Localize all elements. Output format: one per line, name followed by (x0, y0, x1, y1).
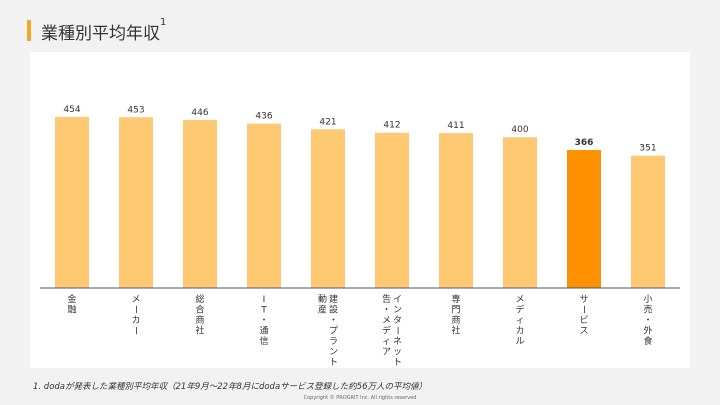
title-footnote-marker: 1 (160, 17, 167, 28)
category-label: ン (329, 348, 338, 358)
title-accent-bar (27, 20, 31, 41)
category-label: プ (329, 326, 338, 337)
bar (375, 132, 409, 288)
data-label: 412 (383, 121, 400, 131)
category-label: メ (515, 295, 524, 305)
bar (247, 123, 281, 289)
data-label: 421 (319, 117, 336, 127)
category-label: ト (393, 358, 402, 368)
category-label: ・ (643, 316, 652, 326)
category-label: 設 (329, 304, 338, 316)
bar (567, 150, 601, 288)
category-label: ー (392, 326, 402, 335)
bar (311, 129, 345, 288)
category-label: 小 (643, 294, 652, 305)
category-label: 門 (451, 305, 460, 316)
category-label: カ (515, 326, 524, 337)
category-label: ル (515, 337, 524, 347)
category-label: 社 (451, 325, 460, 337)
footnote: 1. dodaが発表した業種別平均年収（21年9月～22年8月にdodaサービス… (33, 382, 427, 392)
category-label: ビ (579, 315, 588, 326)
category-label: カ (131, 315, 140, 326)
category-label: 告 (382, 293, 391, 305)
bar (503, 137, 537, 288)
category-label: ス (579, 327, 588, 337)
page-title-text: 業種別平均年収 (41, 24, 160, 44)
data-label: 400 (511, 125, 528, 135)
category-label: 産 (318, 304, 327, 316)
category-label: ン (393, 306, 402, 316)
category-label: メ (131, 295, 140, 305)
bar (631, 155, 665, 288)
bar (183, 119, 217, 289)
data-label: 454 (63, 105, 80, 115)
category-label: 合 (195, 304, 204, 316)
data-label: 453 (127, 105, 144, 115)
category-label: ー (578, 305, 588, 314)
data-label: 366 (575, 138, 594, 148)
chart-panel: 454 453 446 436 421 412 411 400 366 351 金融メーカー総合商社… (30, 52, 690, 389)
data-label: 446 (191, 108, 208, 118)
bar (439, 133, 473, 288)
category-label: 金 (67, 293, 76, 305)
category-label: ィ (515, 316, 524, 326)
category-label: 外 (643, 325, 652, 337)
category-label: デ (515, 304, 524, 316)
data-label: 351 (639, 144, 656, 154)
bar (55, 116, 89, 288)
category-label: 売 (643, 304, 652, 316)
category-label: ラ (329, 336, 338, 347)
category-label: T (260, 306, 267, 316)
category-label: I (263, 295, 266, 305)
page-title: 業種別平均年収1 (41, 17, 167, 44)
category-label: サ (579, 294, 588, 305)
category-label: ネ (393, 336, 402, 347)
category-label: イ (393, 295, 402, 305)
category-label: 社 (195, 325, 204, 337)
category-label: ッ (393, 348, 402, 358)
category-label: デ (382, 325, 391, 337)
category-label: 専 (451, 293, 460, 305)
copyright: Copyright © PROGRIT Inc. All rights rese… (303, 395, 417, 401)
category-label: 通 (259, 326, 268, 337)
category-label: 総 (195, 293, 204, 305)
category-label: タ (393, 315, 402, 326)
category-label: メ (382, 316, 391, 326)
category-label: ・ (259, 316, 268, 326)
category-label: 食 (643, 335, 652, 347)
category-label: ィ (382, 337, 391, 347)
category-label: 建 (329, 293, 338, 305)
category-label: ー (130, 305, 140, 314)
category-label: ー (130, 326, 140, 335)
category-label: ト (329, 358, 338, 368)
data-label: 411 (447, 121, 464, 131)
category-label: 動 (318, 294, 327, 305)
category-label: 信 (259, 335, 268, 347)
data-label: 436 (255, 112, 272, 122)
category-label: ・ (382, 306, 391, 316)
category-label: 商 (451, 314, 460, 326)
bar (119, 117, 153, 288)
category-label: ア (382, 348, 391, 358)
category-label: 融 (67, 305, 76, 316)
category-label: ・ (329, 316, 338, 326)
category-label: 商 (195, 314, 204, 326)
